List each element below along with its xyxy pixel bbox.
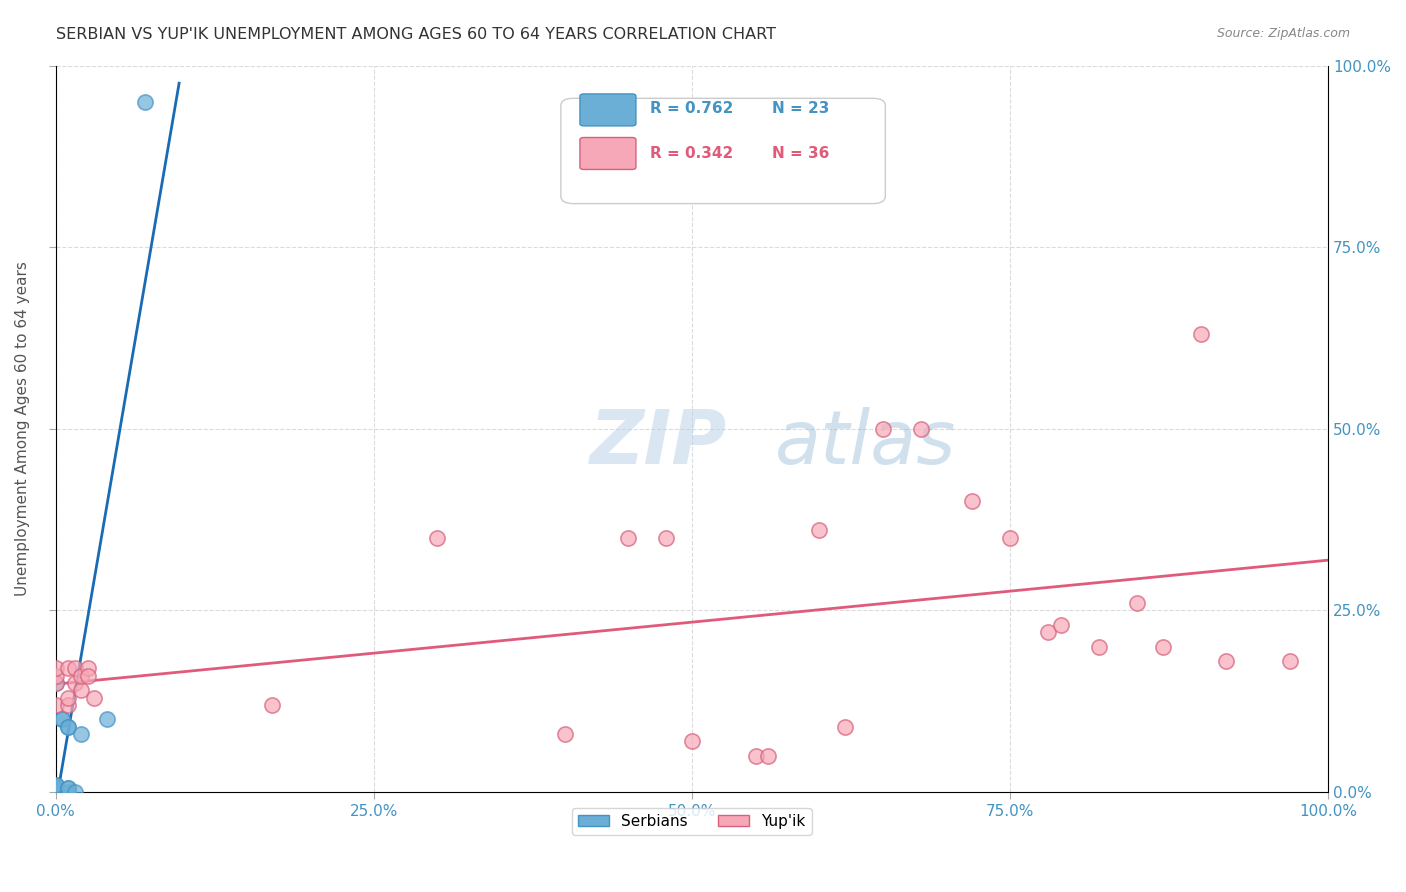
Point	[1152, 640, 1174, 654]
Point	[76, 669, 98, 683]
Point	[45, 781, 67, 796]
Point	[1038, 625, 1060, 640]
Point	[63, 661, 86, 675]
Point	[260, 698, 283, 712]
Point	[51, 712, 73, 726]
FancyBboxPatch shape	[579, 94, 636, 126]
Point	[58, 720, 80, 734]
Point	[1189, 327, 1212, 342]
Point	[681, 734, 703, 748]
Point	[58, 785, 80, 799]
Point	[808, 524, 831, 538]
Point	[998, 531, 1021, 545]
Point	[554, 727, 576, 741]
Point	[70, 683, 93, 698]
Point	[58, 781, 80, 796]
Point	[45, 676, 67, 690]
Point	[1215, 654, 1237, 668]
Point	[45, 785, 67, 799]
Text: ZIP: ZIP	[591, 407, 727, 480]
Point	[58, 698, 80, 712]
Point	[45, 778, 67, 792]
Point	[45, 785, 67, 799]
Point	[617, 531, 640, 545]
Point	[45, 785, 67, 799]
Point	[96, 712, 118, 726]
Point	[58, 720, 80, 734]
FancyBboxPatch shape	[579, 137, 636, 169]
Point	[45, 785, 67, 799]
Point	[70, 727, 93, 741]
Point	[45, 698, 67, 712]
Point	[1088, 640, 1111, 654]
Legend: Serbians, Yup'ik: Serbians, Yup'ik	[572, 808, 811, 835]
Text: N = 23: N = 23	[772, 101, 830, 116]
Point	[872, 422, 894, 436]
Text: atlas: atlas	[775, 408, 956, 479]
Text: R = 0.762: R = 0.762	[650, 101, 734, 116]
Text: SERBIAN VS YUP'IK UNEMPLOYMENT AMONG AGES 60 TO 64 YEARS CORRELATION CHART: SERBIAN VS YUP'IK UNEMPLOYMENT AMONG AGE…	[56, 27, 776, 42]
Point	[76, 661, 98, 675]
Point	[45, 785, 67, 799]
Point	[45, 785, 67, 799]
Point	[655, 531, 678, 545]
Point	[63, 676, 86, 690]
Y-axis label: Unemployment Among Ages 60 to 64 years: Unemployment Among Ages 60 to 64 years	[15, 261, 30, 596]
Point	[134, 95, 156, 109]
Text: N = 36: N = 36	[772, 146, 830, 161]
Point	[756, 748, 779, 763]
Point	[960, 494, 983, 508]
Point	[45, 661, 67, 675]
Point	[51, 712, 73, 726]
Point	[744, 748, 766, 763]
Text: R = 0.342: R = 0.342	[650, 146, 733, 161]
Point	[58, 781, 80, 796]
Point	[70, 669, 93, 683]
Point	[58, 690, 80, 705]
Point	[834, 720, 856, 734]
Point	[58, 661, 80, 675]
Point	[426, 531, 449, 545]
FancyBboxPatch shape	[561, 98, 886, 203]
Point	[45, 785, 67, 799]
Point	[1050, 618, 1073, 632]
Point	[1126, 596, 1149, 610]
Point	[83, 690, 105, 705]
Point	[45, 778, 67, 792]
Point	[45, 785, 67, 799]
Point	[45, 669, 67, 683]
Text: Source: ZipAtlas.com: Source: ZipAtlas.com	[1216, 27, 1350, 40]
Point	[910, 422, 932, 436]
Point	[63, 785, 86, 799]
Point	[45, 676, 67, 690]
Point	[1278, 654, 1301, 668]
